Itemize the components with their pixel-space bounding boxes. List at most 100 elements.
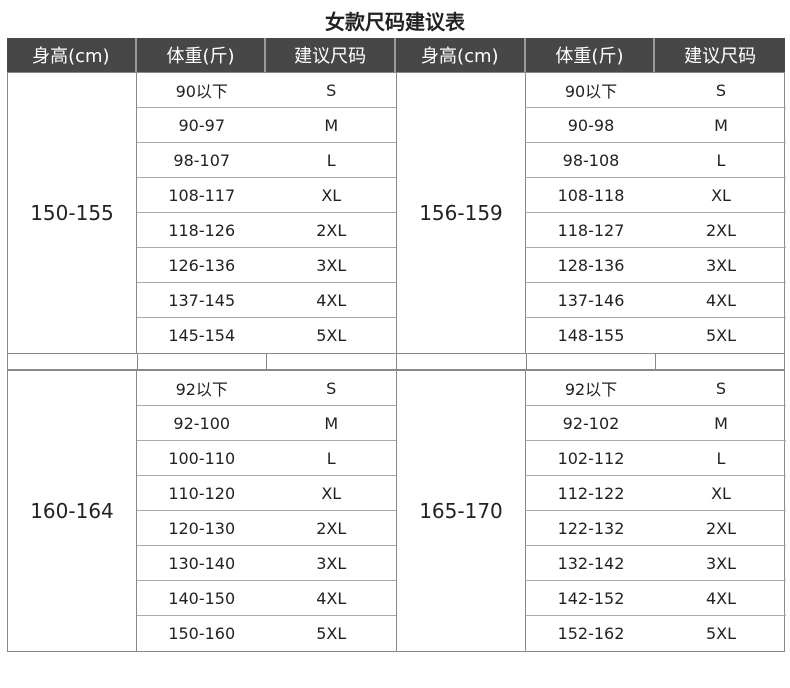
weight-range: 90以下 <box>564 82 618 101</box>
table-row: 145-154 5XL <box>137 318 396 353</box>
table-row: 112-122 XL <box>526 476 786 511</box>
weight-range: 120-130 <box>168 518 236 538</box>
weight-range: 92-102 <box>562 413 620 433</box>
weight-range: 108-117 <box>168 185 236 205</box>
table-row: 90以下 S <box>137 73 396 108</box>
recommended-size: S <box>326 80 337 100</box>
recommended-size: 4XL <box>705 588 737 608</box>
recommended-size: XL <box>321 483 342 503</box>
recommended-size: 5XL <box>316 326 347 345</box>
table-row: 150-160 5XL <box>137 616 396 651</box>
size-block: 160-164 92以下 S 92-100 M 100-110 L 110-120 XL 120-… <box>7 370 786 652</box>
table-row: 140-150 4XL <box>137 581 396 616</box>
table-row: 148-155 5XL <box>526 318 786 353</box>
weight-size-list: 92以下 S 92-100 M 100-110 L 110-120 XL 120-130 2XL 1… <box>137 371 397 651</box>
table-row: 118-126 2XL <box>137 213 396 248</box>
header-size: 建议尺码 <box>684 46 757 67</box>
height-range: 150-155 <box>8 73 137 353</box>
table-row: 108-117 XL <box>137 178 396 213</box>
table-header: 身高(cm) 体重(斤) 建议尺码 身高(cm) 体重(斤) 建议尺码 <box>7 38 785 72</box>
table-row: 90-97 M <box>137 108 396 143</box>
height-group: 165-170 92以下 S 92-102 M 102-112 L 112-122 XL 122-… <box>397 371 786 651</box>
weight-range: 132-142 <box>557 553 625 573</box>
height-range: 160-164 <box>8 371 137 651</box>
recommended-size: XL <box>711 483 731 503</box>
weight-size-list: 90以下 S 90-97 M 98-107 L 108-117 XL 118-126 2XL 126… <box>137 73 397 353</box>
recommended-size: L <box>716 150 726 170</box>
size-block: 150-155 90以下 S 90-97 M 98-107 L 108-117 XL 118-12… <box>7 72 786 354</box>
header-weight: 体重(斤) <box>526 38 656 72</box>
recommended-size: 2XL <box>705 220 737 240</box>
recommended-size: S <box>326 378 337 398</box>
header-weight: 体重(斤) <box>137 38 267 72</box>
table-row: 100-110 L <box>137 441 396 476</box>
table-row: 90以下 S <box>526 73 786 108</box>
height-group: 160-164 92以下 S 92-100 M 100-110 L 110-120 XL 120-… <box>8 371 397 651</box>
weight-range: 140-150 <box>168 588 236 608</box>
recommended-size: 2XL <box>705 518 737 538</box>
recommended-size: 3XL <box>316 553 347 573</box>
recommended-size: L <box>326 150 336 170</box>
recommended-size: 2XL <box>316 518 347 538</box>
recommended-size: 4XL <box>705 290 737 310</box>
recommended-size: 4XL <box>316 588 347 608</box>
weight-range: 100-110 <box>168 448 236 468</box>
weight-range: 108-118 <box>557 185 625 205</box>
weight-range: 92-100 <box>173 413 231 433</box>
weight-range: 137-145 <box>168 290 236 310</box>
weight-range: 122-132 <box>557 518 625 538</box>
table-row: 137-146 4XL <box>526 283 786 318</box>
height-group: 156-159 90以下 S 90-98 M 98-108 L 108-118 XL 118-12… <box>397 73 786 353</box>
recommended-size: 5XL <box>316 624 347 643</box>
weight-range: 90-97 <box>178 115 226 135</box>
weight-range: 110-120 <box>168 483 236 503</box>
table-row: 90-98 M <box>526 108 786 143</box>
table-row: 102-112 L <box>526 441 786 476</box>
weight-range: 128-136 <box>557 255 625 275</box>
table-row: 108-118 XL <box>526 178 786 213</box>
weight-range: 98-108 <box>562 150 620 170</box>
recommended-size: M <box>714 115 728 135</box>
table-row: 92-102 M <box>526 406 786 441</box>
recommended-size: S <box>715 378 727 398</box>
table-row: 137-145 4XL <box>137 283 396 318</box>
table-row: 122-132 2XL <box>526 511 786 546</box>
recommended-size: 3XL <box>316 255 347 275</box>
table-row: 92-100 M <box>137 406 396 441</box>
height-range: 165-170 <box>397 371 526 651</box>
block-divider <box>7 354 785 370</box>
recommended-size: 4XL <box>316 290 347 310</box>
weight-range: 150-160 <box>168 624 236 643</box>
weight-range: 92以下 <box>175 380 228 399</box>
weight-range: 118-126 <box>168 220 236 240</box>
weight-range: 90-98 <box>567 115 615 135</box>
table-row: 130-140 3XL <box>137 546 396 581</box>
weight-range: 98-107 <box>173 150 231 170</box>
table-row: 118-127 2XL <box>526 213 786 248</box>
recommended-size: 3XL <box>705 255 737 275</box>
recommended-size: M <box>324 115 339 135</box>
weight-range: 142-152 <box>557 588 625 608</box>
weight-range: 148-155 <box>557 326 625 345</box>
table-row: 142-152 4XL <box>526 581 786 616</box>
page-title: 女款尺码建议表 <box>325 10 465 34</box>
recommended-size: 5XL <box>705 624 737 643</box>
table-row: 110-120 XL <box>137 476 396 511</box>
height-group: 150-155 90以下 S 90-97 M 98-107 L 108-117 XL 118-12… <box>8 73 397 353</box>
recommended-size: M <box>714 413 728 433</box>
weight-range: 112-122 <box>557 483 625 503</box>
table-row: 128-136 3XL <box>526 248 786 283</box>
weight-range: 152-162 <box>557 624 625 643</box>
table-row: 98-108 L <box>526 143 786 178</box>
weight-range: 118-127 <box>557 220 625 240</box>
recommended-size: 5XL <box>705 326 737 345</box>
table-row: 152-162 5XL <box>526 616 786 651</box>
recommended-size: M <box>324 413 339 433</box>
table-row: 132-142 3XL <box>526 546 786 581</box>
recommended-size: 2XL <box>316 220 347 240</box>
recommended-size: XL <box>711 185 731 205</box>
recommended-size: 3XL <box>705 553 737 573</box>
weight-range: 130-140 <box>168 553 236 573</box>
weight-size-list: 92以下 S 92-102 M 102-112 L 112-122 XL 122-132 2XL 1… <box>526 371 786 651</box>
header-size: 建议尺码 <box>266 38 396 72</box>
